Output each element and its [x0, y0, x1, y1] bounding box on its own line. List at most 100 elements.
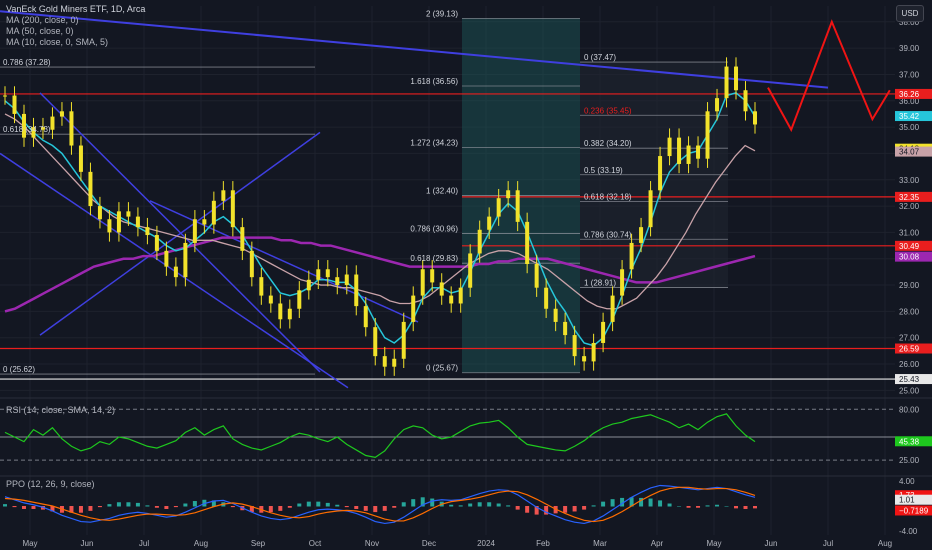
- fan-line[interactable]: [39, 131, 321, 336]
- time-tick[interactable]: 2024: [477, 539, 495, 548]
- candle-body: [230, 190, 235, 228]
- ppo-hist-bar: [78, 506, 83, 513]
- price-label-tag[interactable]: [895, 251, 932, 262]
- candle-body: [515, 190, 520, 222]
- currency-button[interactable]: USD: [896, 5, 924, 22]
- time-tick[interactable]: Sep: [251, 539, 266, 548]
- ppo-label-tag: [895, 505, 932, 516]
- price-label-text[interactable]: 26.59: [899, 345, 920, 354]
- ppo-hist-bar: [154, 506, 159, 508]
- ppo-hist-bar: [344, 506, 349, 508]
- ppo-hist-bar: [88, 506, 93, 511]
- price-tick[interactable]: 38.00: [899, 18, 920, 27]
- price-label-tag[interactable]: [895, 374, 932, 385]
- time-tick[interactable]: Mar: [593, 539, 607, 548]
- candle-body: [268, 295, 273, 304]
- candle-body: [306, 279, 311, 291]
- descending-trendline[interactable]: [0, 10, 829, 89]
- ppo-hist-bar: [278, 506, 283, 511]
- price-label-tag[interactable]: [895, 343, 932, 354]
- price-label-tag[interactable]: [895, 240, 932, 251]
- ppo-hist-bar: [601, 501, 606, 507]
- price-tick[interactable]: 26.00: [899, 360, 920, 369]
- price-tick[interactable]: 31.00: [899, 228, 920, 237]
- ppo-hist-bar: [401, 502, 406, 507]
- forecast-zigzag[interactable]: [767, 19, 891, 133]
- time-tick[interactable]: May: [22, 539, 37, 548]
- price-label-text[interactable]: 34.07: [899, 148, 920, 157]
- time-tick[interactable]: Jul: [823, 539, 833, 548]
- time-tick[interactable]: Oct: [309, 539, 322, 548]
- price-label-tag[interactable]: [895, 88, 932, 99]
- time-tick[interactable]: Jun: [765, 539, 778, 548]
- time-tick[interactable]: Jul: [139, 539, 149, 548]
- price-label-tag[interactable]: [895, 191, 932, 202]
- fib-mid-label: 1.618 (36.56): [410, 77, 458, 86]
- price-tick[interactable]: 32.00: [899, 202, 920, 211]
- candle-body: [145, 227, 150, 236]
- time-tick[interactable]: Dec: [422, 539, 436, 548]
- legend-title[interactable]: VanEck Gold Miners ETF, 1D, Arca: [6, 4, 146, 14]
- price-label-tag[interactable]: [895, 146, 932, 157]
- channel-line-upper[interactable]: [39, 92, 321, 373]
- ppo-hist-bar: [430, 498, 435, 507]
- ppo-hist-bar: [468, 503, 473, 507]
- rsi-tick: 25.00: [899, 456, 920, 465]
- price-tick[interactable]: 28.00: [899, 307, 920, 316]
- time-tick[interactable]: Nov: [365, 539, 379, 548]
- price-label-text[interactable]: 32.35: [899, 193, 920, 202]
- ppo-legend[interactable]: PPO (12, 26, 9, close): [6, 479, 95, 489]
- candle-body: [420, 269, 425, 296]
- ppo-hist-bar: [306, 501, 311, 507]
- time-axis[interactable]: May Jun Jul Aug Sep Oct Nov Dec 2024 Feb Mar Apr May…: [0, 536, 932, 550]
- price-tick[interactable]: 35.00: [899, 123, 920, 132]
- candle-body: [40, 127, 45, 130]
- time-tick[interactable]: Apr: [651, 539, 664, 548]
- price-label-text[interactable]: 30.49: [899, 242, 920, 251]
- price-label-tag[interactable]: [895, 111, 932, 122]
- candle-body: [658, 156, 663, 191]
- price-label-text[interactable]: 30.08: [899, 253, 920, 262]
- ppo-hist-bar: [544, 506, 549, 515]
- price-label-text[interactable]: 35.42: [899, 112, 920, 121]
- candle-body: [534, 264, 539, 288]
- legend-ma10[interactable]: MA (10, close, 0, SMA, 5): [6, 37, 109, 47]
- ppo-hist-bar: [734, 506, 739, 509]
- fib-right-label: 0.5 (33.19): [584, 166, 623, 175]
- price-tick[interactable]: 29.00: [899, 281, 920, 290]
- price-axis[interactable]: 37.0036.0035.0034.0033.0032.0031.0030.00…: [895, 0, 932, 550]
- candle-body: [183, 242, 188, 278]
- price-label-text[interactable]: 36.26: [899, 90, 920, 99]
- price-tick[interactable]: 37.00: [899, 70, 920, 79]
- candle-body: [31, 127, 36, 138]
- rsi-legend[interactable]: RSI (14, close, SMA, 14, 2): [6, 405, 116, 415]
- candle-body: [620, 269, 625, 296]
- time-tick[interactable]: Jun: [81, 539, 94, 548]
- ppo-hist-bar: [107, 504, 112, 507]
- price-label-text[interactable]: 25.43: [899, 375, 920, 384]
- price-tick[interactable]: 27.00: [899, 334, 920, 343]
- rsi-last-text: 45.38: [899, 437, 920, 446]
- price-tick[interactable]: 39.00: [899, 44, 920, 53]
- legend-ma200[interactable]: MA (200, close, 0): [6, 15, 79, 25]
- candle-body: [107, 219, 112, 233]
- time-tick[interactable]: Feb: [536, 539, 550, 548]
- candle-body: [677, 137, 682, 164]
- time-tick[interactable]: Aug: [194, 539, 208, 548]
- time-tick[interactable]: Aug: [878, 539, 892, 548]
- ppo-hist-bar: [563, 506, 568, 513]
- price-tick[interactable]: 25.00: [899, 386, 920, 395]
- forecast-path[interactable]: [767, 19, 891, 133]
- price-tick[interactable]: 33.00: [899, 176, 920, 185]
- ppo-label-text: 1.01: [899, 496, 915, 505]
- candle-body: [173, 266, 178, 278]
- time-tick[interactable]: May: [706, 539, 721, 548]
- time-axis-bg: [0, 536, 932, 550]
- legend-ma50[interactable]: MA (50, close, 0): [6, 26, 74, 36]
- ppo-hist-bar: [477, 502, 482, 507]
- price-tick[interactable]: 36.00: [899, 97, 920, 106]
- ppo-hist-bar: [667, 503, 672, 507]
- rsi-tick: 80.00: [899, 405, 920, 414]
